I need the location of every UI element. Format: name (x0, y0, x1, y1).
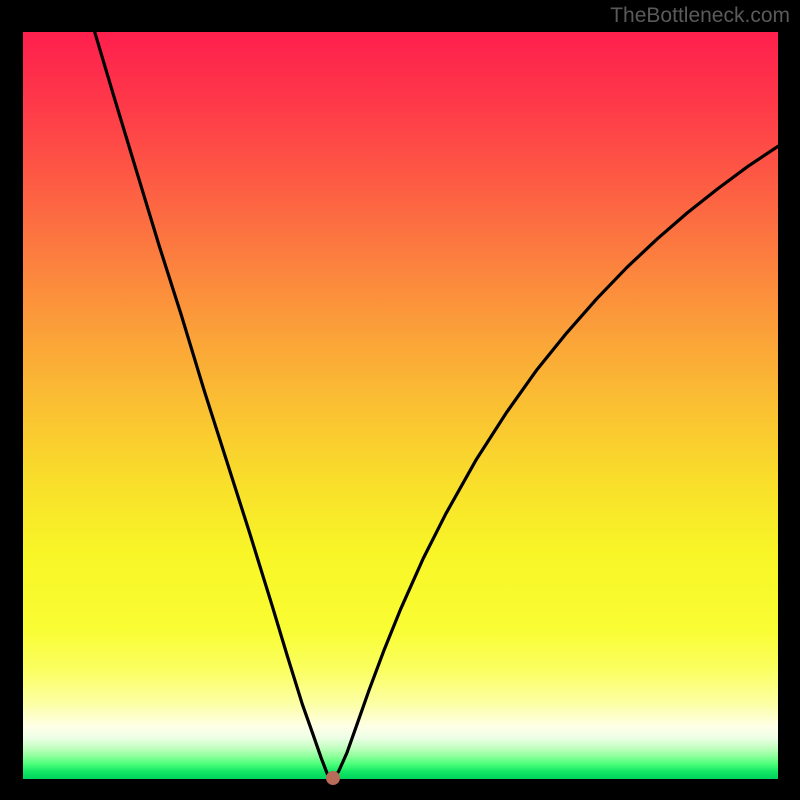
curve-layer (23, 32, 778, 779)
bottleneck-curve (95, 32, 778, 778)
optimum-marker (326, 771, 340, 785)
plot-area (23, 32, 778, 779)
watermark-label: TheBottleneck.com (610, 4, 790, 28)
